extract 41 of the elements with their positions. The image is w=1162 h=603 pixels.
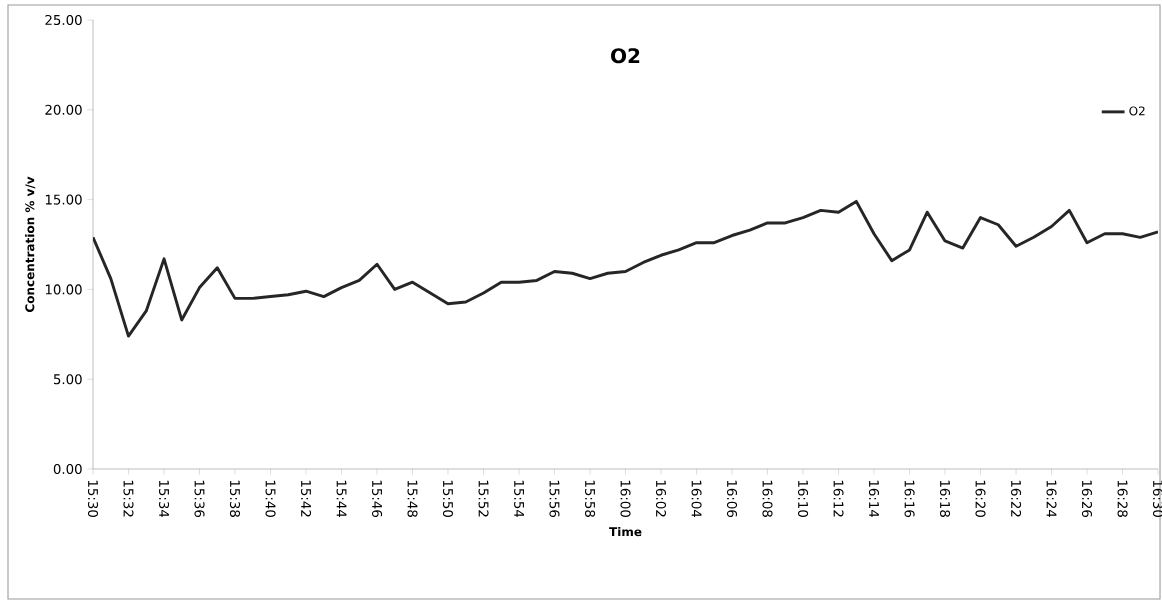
x-tick-label: 16:10 — [798, 480, 809, 517]
x-tick-label: 15:42 — [300, 480, 312, 517]
x-tick-label: 16:22 — [1011, 480, 1022, 517]
x-tick-label: 16:08 — [762, 480, 773, 517]
y-tick-label: 15.00 — [45, 194, 82, 205]
x-tick-label: 16:24 — [1046, 480, 1057, 518]
x-tick-label: 16:06 — [726, 480, 738, 517]
y-tick-label: 0.00 — [53, 463, 82, 475]
x-tick-label: 16:20 — [975, 480, 986, 517]
x-tick-label: 15:40 — [265, 480, 276, 517]
x-tick-label: 15:34 — [159, 480, 170, 518]
x-tick-label: 15:44 — [336, 480, 347, 518]
x-tick-label: 15:50 — [442, 480, 454, 517]
x-tick-label: 16:02 — [655, 480, 667, 517]
x-tick-label: 15:36 — [194, 480, 205, 517]
x-tick-label: 16:18 — [939, 480, 951, 517]
y-tick-label: 20.00 — [45, 104, 82, 115]
x-tick-label: 15:46 — [372, 480, 383, 517]
x-tick-label: 16:28 — [1117, 480, 1128, 517]
x-tick-label: 16:00 — [620, 480, 631, 517]
x-tick-label: 15:32 — [123, 480, 134, 517]
y-axis-title: Concentration % v/v — [25, 176, 36, 312]
line-series — [93, 199, 1159, 338]
x-tick-label: 15:52 — [478, 480, 489, 517]
x-tick-label: 16:12 — [833, 480, 844, 517]
x-tick-label: 16:26 — [1081, 480, 1093, 517]
y-tick-label: 5.00 — [53, 374, 82, 385]
x-tick-label: 16:16 — [904, 480, 915, 517]
x-tick-label: 15:54 — [514, 480, 524, 518]
legend-label: O2 — [1129, 106, 1145, 116]
x-tick-label: 16:14 — [868, 480, 880, 518]
x-tick-label: 15:56 — [549, 480, 560, 517]
x-tick-label: 15:48 — [407, 480, 418, 517]
y-tick-label: 25.00 — [45, 14, 82, 26]
x-tick-label: 15:38 — [229, 480, 241, 517]
y-tick-label: 10.00 — [45, 284, 82, 295]
text: O2 — [611, 48, 640, 64]
x-tick-label: 15:58 — [585, 480, 596, 517]
x-axis-title: Time — [609, 526, 642, 537]
x-tick-label: 16:04 — [691, 480, 702, 518]
x-tick-label: 15:30 — [87, 480, 99, 517]
